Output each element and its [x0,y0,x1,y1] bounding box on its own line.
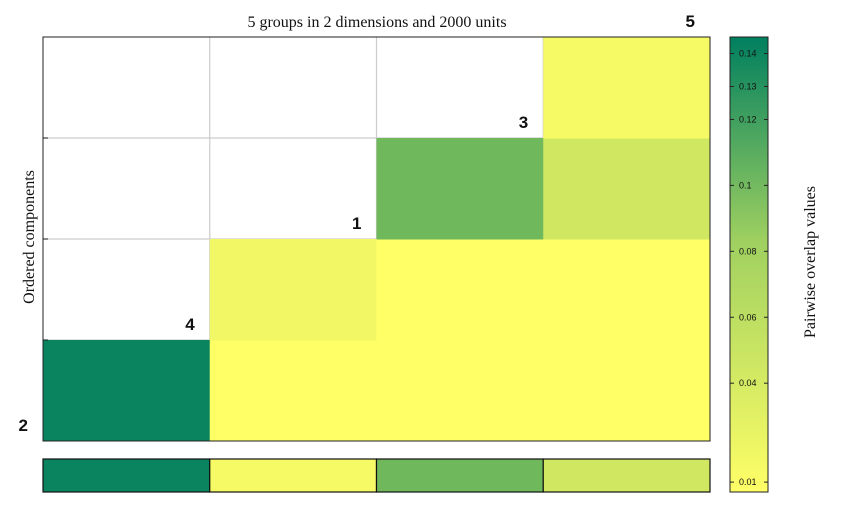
colorbar-label: Pairwise overlap values [802,186,819,338]
colorbar-tick-label: 0.14 [739,48,757,58]
colorbar-tick-label: 0.04 [739,378,757,388]
colorbar-tick-label: 0.13 [739,81,757,91]
bottom-strip-cell [42,458,211,493]
component-label: 2 [19,416,28,435]
heatmap-cell [209,340,377,442]
heatmap-frame [42,36,711,442]
heatmap-cell [543,340,711,442]
bottom-color-strip [42,458,711,493]
colorbar-tick-label: 0.01 [739,477,757,487]
colorbar-tick-label: 0.06 [739,312,757,322]
colorbar-ticks: 0.14 0.13 0.12 0.1 0.08 0.06 0.04 0.01 [730,48,768,487]
colorbar-tick-label: 0.1 [739,180,752,190]
component-label: 5 [686,12,695,31]
colorbar: 0.14 0.13 0.12 0.1 0.08 0.06 0.04 0.01 [729,36,769,493]
bottom-strip-cell [542,458,711,493]
component-labels: 2 4 1 3 5 [19,12,695,435]
heatmap-cell [43,340,211,442]
colorbar-gradient [729,36,769,493]
heatmap-cell [376,239,544,341]
colorbar-tick-label: 0.12 [739,114,757,124]
bottom-strip-cell [375,458,544,493]
colorbar-tick-label: 0.08 [739,246,757,256]
bottom-strip-cell [209,458,378,493]
heatmap-cell [209,239,377,341]
component-label: 1 [352,214,361,233]
chart-title: 5 groups in 2 dimensions and 2000 units [247,14,506,31]
component-label: 4 [185,315,195,334]
heatmap-cell [543,37,711,139]
heatmap-cells [43,37,711,442]
component-label: 3 [519,113,528,132]
heatmap-cell [376,340,544,442]
heatmap-cell [376,138,544,240]
heatmap-cell [543,239,711,341]
heatmap-cell [543,138,711,240]
y-axis-label: Ordered components [21,170,38,304]
